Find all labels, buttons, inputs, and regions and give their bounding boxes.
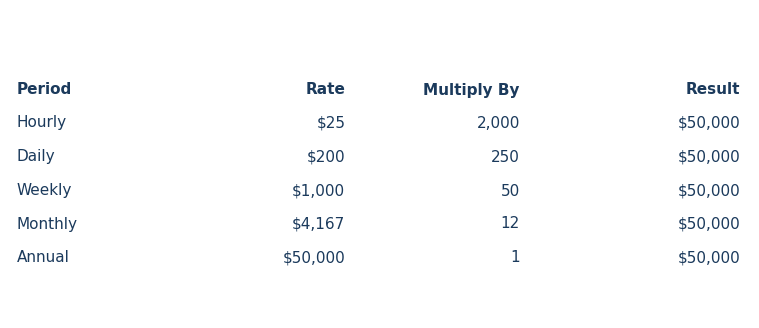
- Text: Rate: Rate: [305, 83, 345, 97]
- Text: $50,000: $50,000: [677, 115, 740, 131]
- Text: Weekly: Weekly: [17, 183, 72, 198]
- Text: Annual: Annual: [17, 251, 70, 265]
- Text: 2,000: 2,000: [477, 115, 520, 131]
- Text: Annual Income Calculator: Annual Income Calculator: [14, 25, 265, 43]
- Text: $50,000: $50,000: [677, 150, 740, 165]
- Text: 50: 50: [501, 183, 520, 198]
- Text: Monthly: Monthly: [17, 216, 77, 232]
- Text: 1: 1: [510, 251, 520, 265]
- Text: Multiply By: Multiply By: [424, 83, 520, 97]
- Text: $1,000: $1,000: [292, 183, 345, 198]
- Text: $50,000: $50,000: [677, 183, 740, 198]
- Text: Result: Result: [685, 83, 740, 97]
- Text: Hourly: Hourly: [17, 115, 67, 131]
- Text: Period: Period: [17, 83, 72, 97]
- Text: $50,000: $50,000: [677, 216, 740, 232]
- Text: 12: 12: [501, 216, 520, 232]
- Text: $25: $25: [317, 115, 345, 131]
- Text: $4,167: $4,167: [292, 216, 345, 232]
- Text: Daily: Daily: [17, 150, 55, 165]
- Text: $200: $200: [307, 150, 345, 165]
- Text: $50,000: $50,000: [677, 251, 740, 265]
- Text: 250: 250: [491, 150, 520, 165]
- Text: $50,000: $50,000: [282, 251, 345, 265]
